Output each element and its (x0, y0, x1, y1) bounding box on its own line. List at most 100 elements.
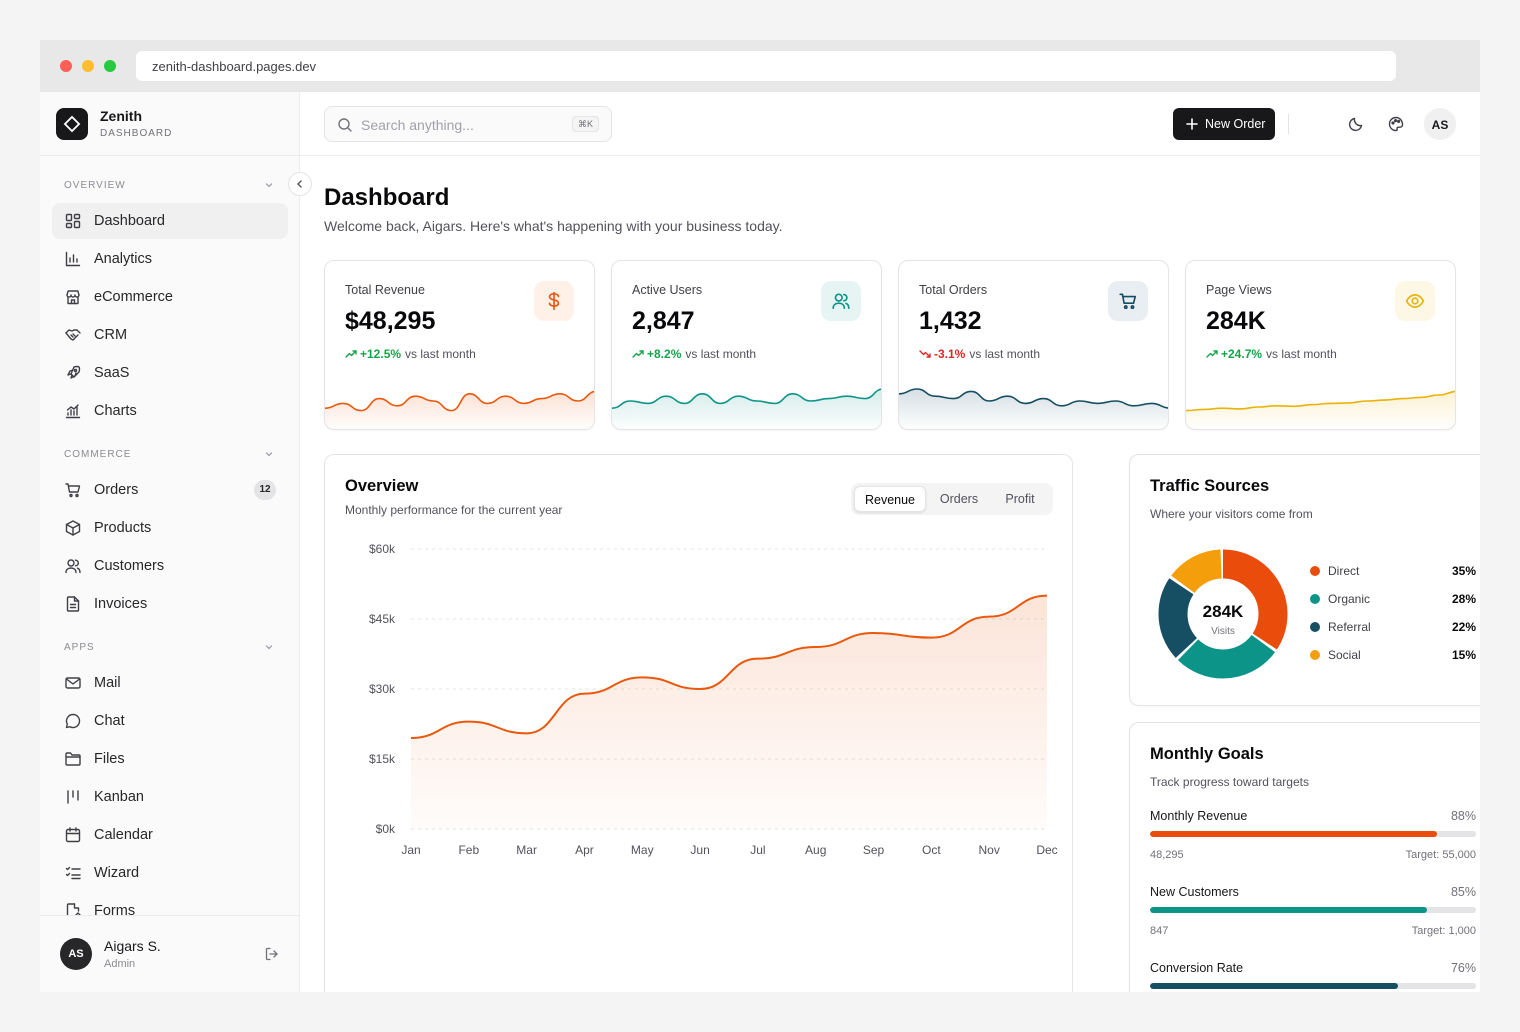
monthly-goals-card: Monthly Goals Track progress toward targ… (1129, 722, 1480, 992)
minimize-window-dot[interactable] (82, 60, 94, 72)
collapse-sidebar-button[interactable] (288, 172, 312, 196)
chat-icon (64, 712, 82, 730)
sparkline-area (1186, 391, 1455, 429)
mail-icon (64, 674, 82, 692)
legend-name: Social (1328, 648, 1361, 662)
palette-icon[interactable] (1384, 112, 1408, 136)
legend-swatch (1310, 650, 1320, 660)
chevron-down-icon (264, 449, 274, 462)
sidebar-item-crm[interactable]: CRM (52, 317, 288, 353)
address-bar[interactable]: zenith-dashboard.pages.dev (136, 51, 1396, 81)
kpi-card-total-revenue[interactable]: Total Revenue $48,295 +12.5% vs last mont… (324, 260, 595, 430)
kpi-note: vs last month (969, 347, 1041, 361)
revenue-point[interactable] (636, 671, 648, 683)
legend-swatch (1310, 622, 1320, 632)
donut-slice-referral[interactable] (1158, 549, 1288, 679)
tab-revenue[interactable]: Revenue (854, 486, 926, 512)
plus-icon (1186, 118, 1198, 130)
sidebar-item-analytics[interactable]: Analytics (52, 241, 288, 277)
kpi-sparkline (325, 390, 594, 429)
revenue-point[interactable] (925, 632, 937, 644)
x-tick-label: Oct (922, 843, 941, 857)
revenue-point[interactable] (752, 653, 764, 665)
section-header-commerce[interactable]: COMMERCE (64, 449, 274, 460)
search-icon (337, 117, 353, 138)
brand[interactable]: Zenith DASHBOARD (40, 92, 300, 156)
kpi-value: 2,847 (632, 307, 695, 335)
rocket-icon (64, 364, 82, 382)
revenue-point[interactable] (1041, 590, 1053, 602)
sidebar-item-orders[interactable]: Orders 12 (52, 472, 288, 508)
search-input[interactable] (361, 115, 561, 135)
revenue-point[interactable] (405, 732, 417, 744)
sidebar-item-chat[interactable]: Chat (52, 703, 288, 739)
search-box[interactable]: ⌘K (324, 106, 612, 142)
kpi-card-page-views[interactable]: Page Views 284K +24.7% vs last month (1185, 260, 1456, 430)
goal-percent: 88% (1450, 809, 1476, 823)
sidebar-item-label: Dashboard (94, 213, 165, 229)
sidebar-item-label: CRM (94, 327, 128, 343)
logout-icon[interactable] (264, 946, 280, 967)
revenue-line (410, 594, 1048, 739)
user-profile[interactable]: AS Aigars S. Admin (40, 915, 300, 992)
revenue-point[interactable] (983, 611, 995, 623)
revenue-area (411, 595, 1047, 829)
calendar-icon (64, 826, 82, 844)
trend-up-icon (345, 348, 357, 363)
sidebar-item-files[interactable]: Files (52, 741, 288, 777)
tab-orders[interactable]: Orders (939, 492, 979, 506)
sidebar-item-ecommerce[interactable]: eCommerce (52, 279, 288, 315)
traffic-title: Traffic Sources (1150, 477, 1270, 495)
user-avatar[interactable]: AS (60, 938, 92, 970)
sidebar-item-customers[interactable]: Customers (52, 548, 288, 584)
brand-logo-icon (56, 108, 88, 140)
new-order-button[interactable]: New Order (1173, 108, 1275, 140)
revenue-point[interactable] (694, 683, 706, 695)
sidebar-item-mail[interactable]: Mail (52, 665, 288, 701)
kpi-value: 1,432 (919, 307, 982, 335)
user-role: Admin (104, 958, 136, 970)
sidebar-item-label: Customers (94, 558, 165, 574)
chevron-down-icon (264, 642, 274, 655)
sidebar-item-forms[interactable]: Forms (52, 893, 288, 915)
revenue-point[interactable] (810, 641, 822, 653)
header-avatar[interactable]: AS (1424, 108, 1456, 140)
trend-up-icon (1206, 348, 1218, 363)
maximize-window-dot[interactable] (104, 60, 116, 72)
users-icon (821, 281, 861, 321)
section-header-overview[interactable]: OVERVIEW (64, 180, 274, 191)
kpi-note: vs last month (1266, 347, 1337, 361)
sidebar-item-charts[interactable]: Charts (52, 393, 288, 429)
sidebar-item-label: Kanban (94, 789, 144, 805)
sidebar-item-products[interactable]: Products (52, 510, 288, 546)
goal-percent: 85% (1450, 885, 1476, 899)
overview-subtitle: Monthly performance for the current year (345, 503, 563, 517)
donut-slice-direct[interactable] (1158, 549, 1288, 679)
donut-slice-organic[interactable] (1158, 549, 1288, 679)
sidebar-item-dashboard[interactable]: Dashboard (52, 203, 288, 239)
sidebar-item-saas[interactable]: SaaS (52, 355, 288, 391)
goal-progress-fill (1150, 983, 1398, 989)
tab-profit[interactable]: Profit (1005, 492, 1035, 506)
revenue-point[interactable] (521, 727, 533, 739)
legend-swatch (1310, 566, 1320, 576)
trend-up-icon (632, 348, 644, 363)
moon-icon[interactable] (1344, 112, 1368, 136)
revenue-point[interactable] (578, 688, 590, 700)
x-tick-label: Dec (1036, 843, 1057, 857)
sidebar-item-kanban[interactable]: Kanban (52, 779, 288, 815)
section-header-apps[interactable]: APPS (64, 642, 274, 653)
kpi-card-total-orders[interactable]: Total Orders 1,432 -3.1% vs last month (898, 260, 1169, 430)
section-title: OVERVIEW (64, 180, 126, 191)
revenue-point[interactable] (868, 627, 880, 639)
sidebar-item-wizard[interactable]: Wizard (52, 855, 288, 891)
sidebar-item-invoices[interactable]: Invoices (52, 586, 288, 622)
sidebar-item-label: Orders (94, 482, 139, 498)
sidebar-item-calendar[interactable]: Calendar (52, 817, 288, 853)
legend-swatch (1310, 594, 1320, 604)
x-tick-label: Apr (575, 843, 594, 857)
close-window-dot[interactable] (60, 60, 72, 72)
revenue-point[interactable] (463, 716, 475, 728)
kpi-card-active-users[interactable]: Active Users 2,847 +8.2% vs last month (611, 260, 882, 430)
goal-name: New Customers (1150, 885, 1239, 899)
